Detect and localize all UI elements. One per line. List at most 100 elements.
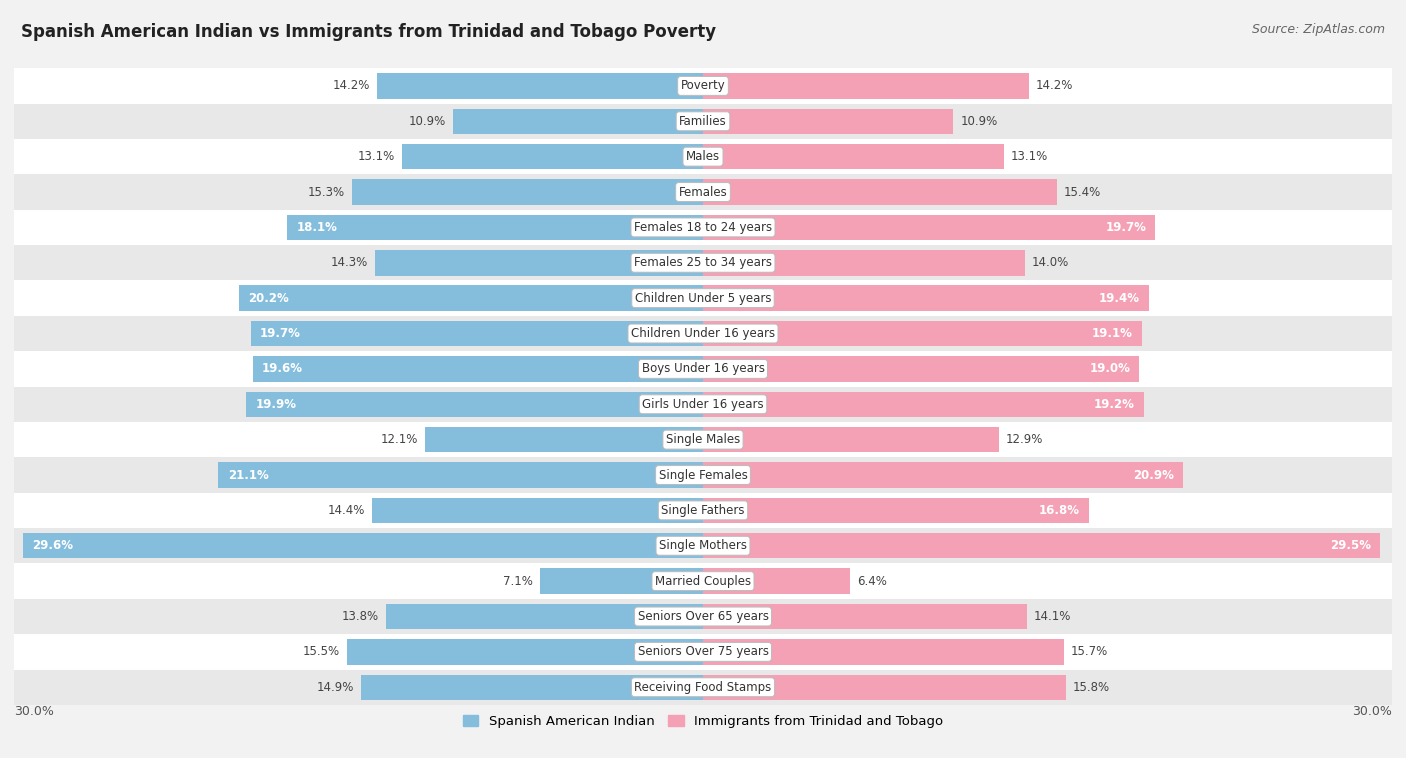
Text: 12.9%: 12.9% [1007, 433, 1043, 446]
Bar [703, 675, 1066, 700]
Bar [14, 493, 1392, 528]
Text: 13.1%: 13.1% [359, 150, 395, 163]
Bar [703, 427, 1000, 453]
Bar [14, 599, 1392, 634]
Text: 20.2%: 20.2% [249, 292, 290, 305]
Text: Children Under 5 years: Children Under 5 years [634, 292, 772, 305]
Bar [287, 215, 703, 240]
Text: Families: Families [679, 114, 727, 128]
Bar [703, 639, 1063, 665]
Text: 30.0%: 30.0% [1353, 705, 1392, 718]
Bar [402, 144, 703, 169]
Bar [703, 250, 1025, 275]
Bar [377, 74, 703, 99]
Text: 15.8%: 15.8% [1073, 681, 1109, 694]
Bar [14, 280, 1392, 316]
Text: 20.9%: 20.9% [1133, 468, 1174, 481]
Bar [14, 104, 1392, 139]
Text: Girls Under 16 years: Girls Under 16 years [643, 398, 763, 411]
Bar [352, 180, 703, 205]
Text: 19.9%: 19.9% [256, 398, 297, 411]
Text: Seniors Over 75 years: Seniors Over 75 years [637, 645, 769, 659]
Bar [239, 286, 703, 311]
Text: Married Couples: Married Couples [655, 575, 751, 587]
Legend: Spanish American Indian, Immigrants from Trinidad and Tobago: Spanish American Indian, Immigrants from… [457, 709, 949, 733]
Text: 14.9%: 14.9% [316, 681, 354, 694]
Bar [14, 68, 1392, 104]
Bar [361, 675, 703, 700]
Text: Poverty: Poverty [681, 80, 725, 92]
Text: Single Males: Single Males [666, 433, 740, 446]
Text: 14.0%: 14.0% [1032, 256, 1069, 269]
Bar [703, 462, 1182, 487]
Bar [703, 356, 1139, 381]
Bar [703, 144, 1004, 169]
Bar [703, 498, 1088, 523]
Bar [703, 604, 1026, 629]
Text: Boys Under 16 years: Boys Under 16 years [641, 362, 765, 375]
Text: 15.3%: 15.3% [308, 186, 344, 199]
Bar [218, 462, 703, 487]
Bar [14, 245, 1392, 280]
Bar [374, 250, 703, 275]
Bar [14, 528, 1392, 563]
Text: Seniors Over 65 years: Seniors Over 65 years [637, 610, 769, 623]
Bar [14, 174, 1392, 210]
Text: 16.8%: 16.8% [1039, 504, 1080, 517]
Bar [14, 351, 1392, 387]
Bar [703, 74, 1029, 99]
Bar [703, 392, 1144, 417]
Text: 19.7%: 19.7% [260, 327, 301, 340]
Bar [703, 568, 851, 594]
Text: 14.2%: 14.2% [1036, 80, 1073, 92]
Bar [387, 604, 703, 629]
Text: 10.9%: 10.9% [409, 114, 446, 128]
Bar [14, 669, 1392, 705]
Text: 18.1%: 18.1% [297, 221, 337, 234]
Bar [14, 387, 1392, 422]
Text: 14.3%: 14.3% [330, 256, 368, 269]
Text: Single Fathers: Single Fathers [661, 504, 745, 517]
Text: Males: Males [686, 150, 720, 163]
Bar [703, 180, 1057, 205]
Text: 29.6%: 29.6% [32, 539, 73, 553]
Bar [703, 108, 953, 134]
Text: Children Under 16 years: Children Under 16 years [631, 327, 775, 340]
Bar [14, 457, 1392, 493]
Text: 19.7%: 19.7% [1105, 221, 1146, 234]
Bar [253, 356, 703, 381]
Text: 15.5%: 15.5% [304, 645, 340, 659]
Text: 21.1%: 21.1% [228, 468, 269, 481]
Bar [703, 321, 1142, 346]
Bar [14, 634, 1392, 669]
Text: Single Females: Single Females [658, 468, 748, 481]
Text: 13.8%: 13.8% [342, 610, 380, 623]
Text: 14.2%: 14.2% [333, 80, 370, 92]
Text: 19.2%: 19.2% [1094, 398, 1135, 411]
Text: 7.1%: 7.1% [503, 575, 533, 587]
Text: 14.1%: 14.1% [1033, 610, 1071, 623]
Text: 19.1%: 19.1% [1091, 327, 1132, 340]
Bar [453, 108, 703, 134]
Bar [347, 639, 703, 665]
Bar [703, 533, 1381, 559]
Text: 19.0%: 19.0% [1090, 362, 1130, 375]
Bar [14, 563, 1392, 599]
Bar [24, 533, 703, 559]
Text: 13.1%: 13.1% [1011, 150, 1047, 163]
Text: 6.4%: 6.4% [856, 575, 887, 587]
Text: 15.7%: 15.7% [1070, 645, 1108, 659]
Bar [14, 422, 1392, 457]
Text: 14.4%: 14.4% [328, 504, 366, 517]
Bar [14, 316, 1392, 351]
Text: Spanish American Indian vs Immigrants from Trinidad and Tobago Poverty: Spanish American Indian vs Immigrants fr… [21, 23, 716, 41]
Bar [373, 498, 703, 523]
Text: Single Mothers: Single Mothers [659, 539, 747, 553]
Bar [14, 139, 1392, 174]
Text: Receiving Food Stamps: Receiving Food Stamps [634, 681, 772, 694]
Bar [425, 427, 703, 453]
Text: Source: ZipAtlas.com: Source: ZipAtlas.com [1251, 23, 1385, 36]
Text: 29.5%: 29.5% [1330, 539, 1371, 553]
Text: 15.4%: 15.4% [1063, 186, 1101, 199]
Bar [246, 392, 703, 417]
